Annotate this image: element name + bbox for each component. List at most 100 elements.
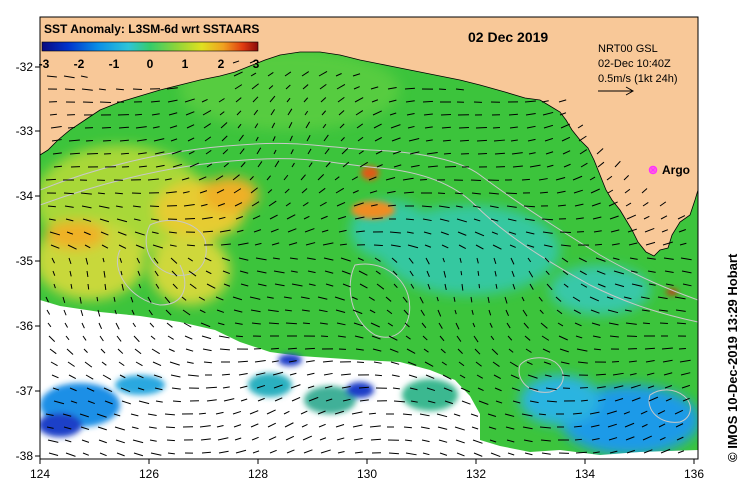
current-arrow [149,439,157,442]
current-arrow [320,215,328,220]
current-arrow [458,126,469,129]
current-arrow [47,322,52,328]
current-arrow [52,152,62,155]
current-arrow [319,322,328,325]
current-arrow [53,283,56,289]
current-arrow [409,270,414,277]
current-arrow [492,244,502,250]
current-arrow [147,296,152,303]
current-arrow [609,335,619,338]
current-arrow [591,322,601,326]
current-arrow [546,283,553,291]
current-legend: NRT00 GSL 02-Dec 10:40Z 0.5m/s (1kt 24h) [598,43,677,96]
current-arrow [65,335,70,341]
current-arrow [575,451,587,454]
current-arrow [308,396,319,402]
colorbar-tick-label: 1 [182,57,189,71]
current-arrow [352,190,359,194]
current-arrow [542,111,554,116]
current-arrow [273,270,285,274]
current-arrow [222,149,229,155]
colorbar: -3 -2 -1 0 1 2 3 [39,41,260,71]
current-arrow [204,136,212,142]
current-arrow [135,244,145,249]
current-arrow [205,270,212,275]
current-arrow [494,270,497,277]
current-arrow [320,97,327,103]
current-arrow [665,398,672,402]
current-arrow [525,348,532,353]
current-arrow [253,229,262,233]
current-arrow [118,244,127,249]
current-arrow [648,283,656,286]
current-arrow [408,137,420,142]
current-arrow [68,139,80,142]
current-arrow [49,231,61,236]
current-arrow [257,161,263,168]
current-arrow [422,335,428,341]
current-arrow [443,152,451,155]
current-arrow [117,348,124,354]
current-arrow [235,449,247,454]
current-arrow [386,309,393,315]
current-arrow [266,175,271,181]
current-arrow [555,296,562,302]
current-arrow [66,348,74,355]
current-arrow [86,152,98,155]
current-arrow [543,361,552,365]
current-arrow [424,126,433,129]
current-arrow [169,125,178,129]
current-arrow [359,283,368,289]
current-arrow [136,374,144,379]
current-arrow [471,309,474,315]
current-arrow [354,451,363,454]
current-arrow [335,309,346,313]
current-arrow [402,296,408,303]
current-arrow [289,372,297,376]
current-arrow [46,426,54,429]
current-arrow [540,439,551,442]
current-arrow [86,387,95,392]
current-arrow [644,227,655,233]
current-arrow [409,387,418,391]
current-arrow [369,425,381,428]
current-arrow [353,202,364,207]
current-arrow [646,372,655,376]
current-arrow [307,385,315,389]
current-arrow [240,398,248,402]
current-arrow [321,229,329,233]
current-arrow [171,270,178,277]
current-arrow [643,215,650,220]
current-arrow [578,135,587,142]
current-arrow [232,174,240,181]
current-arrow [525,231,535,235]
current-arrow [406,348,416,354]
current-arrow [391,257,398,263]
current-arrow [370,322,380,328]
current-arrow [419,296,424,304]
current-arrow [442,139,451,142]
current-arrow [103,387,113,393]
current-arrow [181,296,187,301]
current-arrow [253,109,259,116]
current-arrow [521,413,533,417]
current-arrow [659,201,667,207]
current-arrow [560,361,570,365]
current-arrow [424,244,432,248]
current-arrow [134,113,142,116]
current-arrow [372,110,382,116]
current-arrow [267,309,279,312]
current-arrow [580,283,588,288]
current-arrow [272,136,276,142]
current-arrow [62,296,66,304]
current-arrow [596,386,606,389]
current-arrow [574,203,584,207]
current-arrow [183,322,192,328]
current-arrow [392,270,398,276]
current-arrow [370,86,379,90]
current-arrow [169,361,180,366]
current-arrow [521,296,525,302]
current-arrow [342,398,351,402]
current-arrow [325,398,333,402]
current-arrow [250,309,261,313]
